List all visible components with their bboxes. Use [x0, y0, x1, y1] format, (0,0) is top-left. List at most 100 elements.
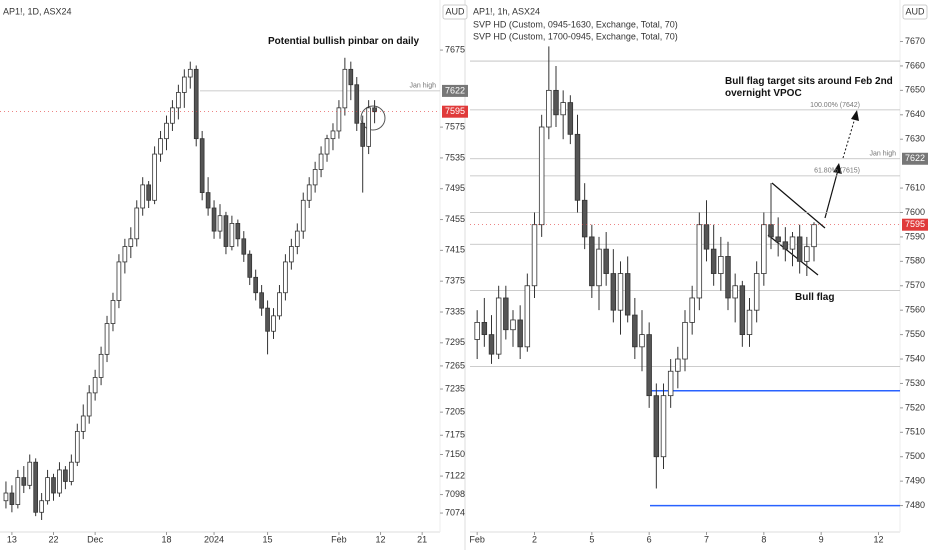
y-tick-label: 7660: [905, 60, 925, 70]
candle-body: [732, 285, 738, 299]
candle-body: [503, 297, 509, 331]
candle-body: [205, 192, 211, 209]
candle-body: [294, 230, 300, 247]
y-tick-label: 7490: [905, 476, 925, 486]
highlight-circle: [360, 105, 386, 131]
y-tick-label: 7675: [445, 44, 465, 54]
price-tag-label: 7622: [445, 85, 465, 95]
candle-body: [553, 89, 559, 116]
candle-body: [193, 68, 199, 140]
candle-body: [481, 321, 488, 336]
candle-body: [116, 261, 122, 301]
candle-body: [789, 236, 796, 250]
candle-body: [283, 261, 288, 294]
y-tick-label: 7610: [905, 182, 925, 192]
arrow-head: [851, 110, 859, 121]
candle-body: [170, 107, 175, 124]
y-tick-label: 7500: [905, 451, 925, 461]
y-tick-label: 7455: [445, 214, 465, 224]
x-tick-label: 13: [7, 534, 17, 544]
last-price-tag: [902, 218, 928, 231]
candle-body: [128, 238, 134, 247]
y-tick-label: 7560: [905, 305, 925, 315]
x-tick-label: 2: [532, 534, 537, 544]
candle-body: [199, 138, 205, 193]
candle-body: [574, 133, 581, 201]
candle-body: [560, 102, 566, 116]
candle-body: [682, 321, 688, 360]
x-tick-label: 15: [263, 534, 273, 544]
candle-body: [241, 238, 247, 255]
candle-body: [235, 223, 241, 240]
y-tick-label: 7550: [905, 329, 925, 339]
price-tag: [442, 84, 468, 97]
candle-body: [140, 184, 146, 209]
y-tick-label: 7540: [905, 353, 925, 363]
currency-label: AUD: [905, 6, 925, 16]
candle-body: [775, 236, 781, 243]
candle-body: [92, 377, 98, 394]
y-tick-label: 7335: [445, 306, 465, 316]
annotation: Bull flag target sits around Feb 2nd ove…: [725, 76, 893, 99]
candle-body: [811, 224, 817, 248]
chart-title: AP1!, 1h, ASX24: [473, 6, 540, 16]
candle-body: [761, 224, 767, 274]
candle-body: [181, 76, 187, 93]
currency-box: [902, 4, 928, 20]
candle-body: [152, 153, 157, 201]
candle-body: [122, 246, 128, 263]
flag-line: [771, 182, 826, 229]
y-tick-label: 7575: [445, 121, 465, 131]
candle-body: [524, 285, 531, 348]
arrow: [824, 169, 839, 219]
x-tick-label: Dec: [87, 534, 104, 544]
candle-body: [312, 169, 318, 186]
candle-body: [158, 138, 163, 155]
candle-body: [265, 307, 270, 332]
candle-body: [495, 297, 502, 355]
candle-body: [86, 392, 92, 417]
currency-box: [442, 4, 468, 20]
level-label: Jan high: [870, 151, 897, 158]
arrow-head: [833, 163, 842, 174]
candle-body: [211, 207, 217, 232]
candle-body: [624, 273, 631, 316]
candle-body: [229, 223, 235, 247]
candle-body: [98, 353, 104, 378]
candle-body: [271, 315, 276, 332]
y-tick-label: 7480: [905, 500, 925, 510]
candle-body: [354, 84, 360, 124]
candle-body: [360, 122, 366, 147]
candle-body: [653, 395, 660, 458]
candle-body: [104, 323, 110, 355]
level-label: 61.80% (7615): [814, 168, 860, 175]
candle-body: [324, 138, 330, 155]
candle-body: [21, 477, 27, 486]
candle-body: [581, 199, 588, 238]
x-tick-label: Feb: [469, 534, 485, 544]
candle-body: [187, 68, 193, 78]
candle-body: [739, 285, 746, 336]
candle-body: [164, 122, 169, 140]
candle-body: [3, 492, 9, 502]
y-tick-label: 7580: [905, 256, 925, 266]
y-tick-label: 7235: [445, 383, 465, 393]
y-tick-label: 7535: [445, 152, 465, 162]
y-tick-label: 7495: [445, 183, 465, 193]
candle-body: [63, 469, 68, 482]
candle-body: [646, 334, 652, 397]
x-tick-label: 9: [819, 534, 824, 544]
y-tick-label: 7570: [905, 280, 925, 290]
candle-body: [110, 300, 116, 324]
candle-body: [80, 415, 86, 432]
candle-body: [531, 224, 538, 287]
candle-body: [39, 500, 44, 513]
candle-body: [589, 236, 595, 287]
candle-body: [796, 236, 803, 262]
y-tick-label: 7205: [445, 407, 465, 417]
candle-body: [247, 253, 253, 278]
indicator-label: SVP HD (Custom, 1700-0945, Exchange, Tot…: [473, 31, 678, 41]
arrow: [842, 117, 856, 159]
y-tick-label: 7375: [445, 276, 465, 286]
